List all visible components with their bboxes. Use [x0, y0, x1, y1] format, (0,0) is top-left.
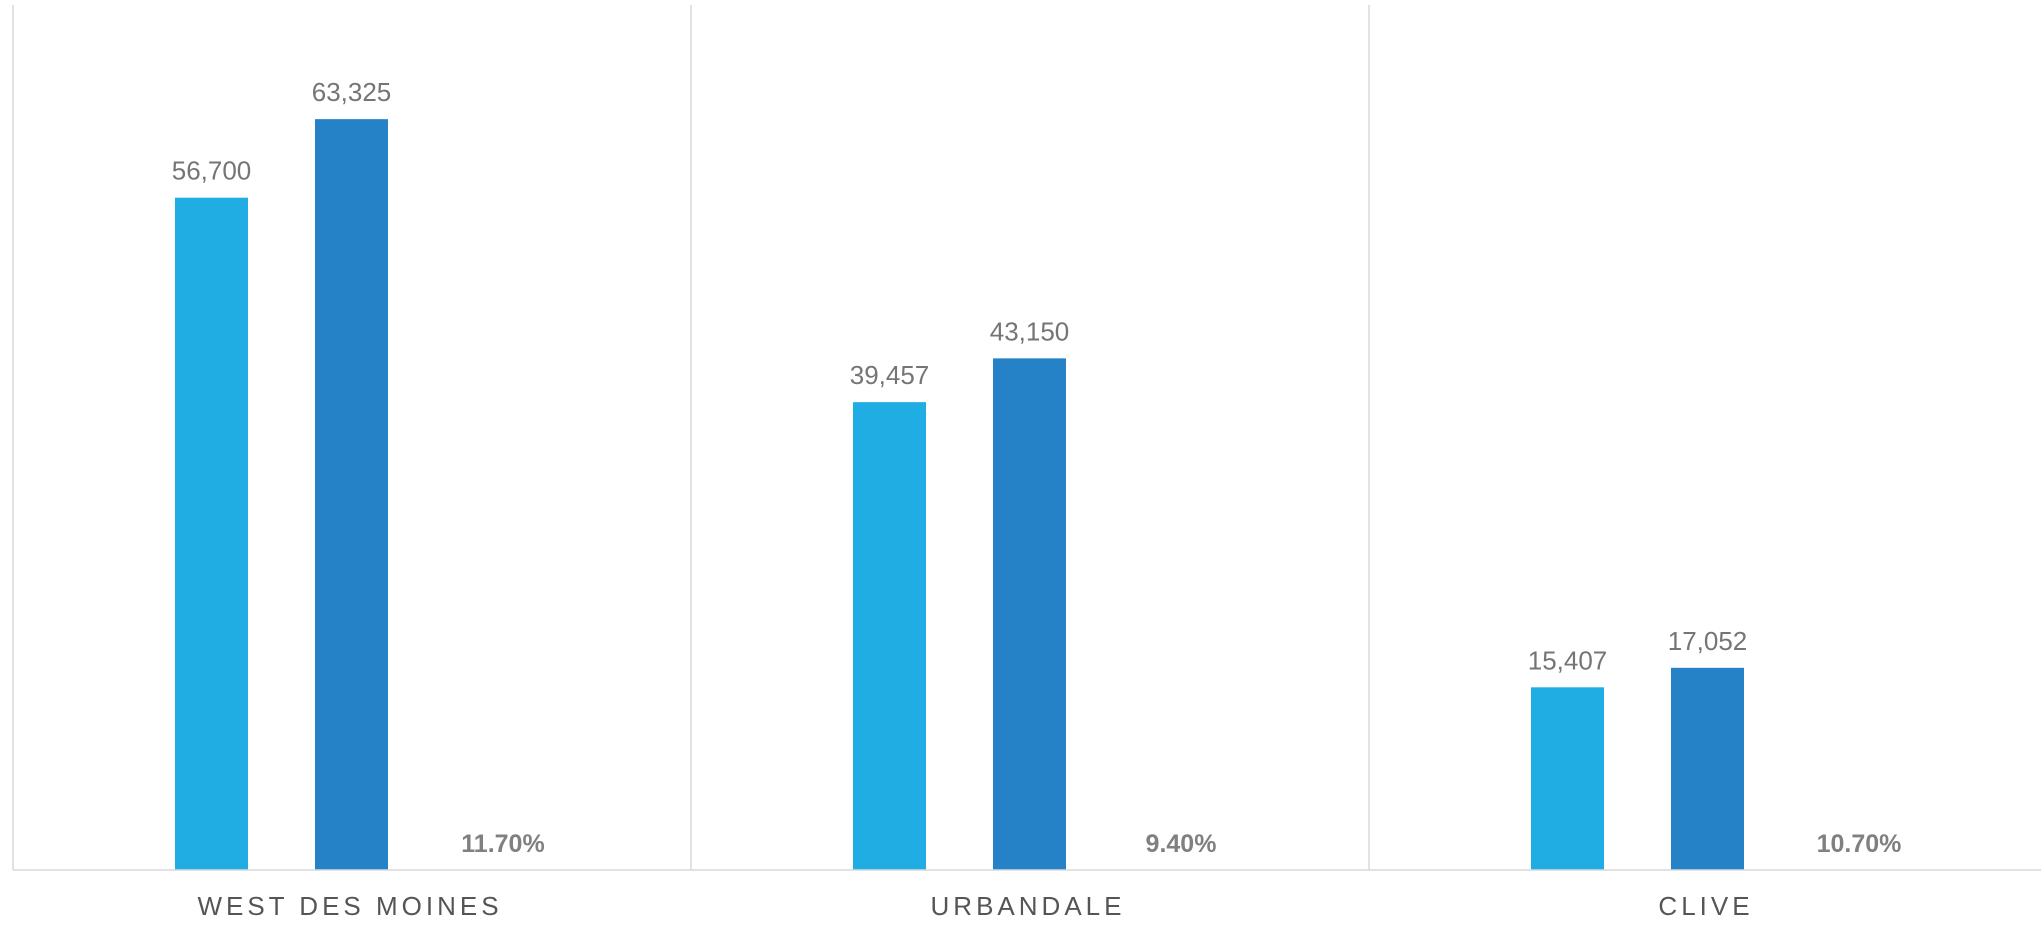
- bar-series2-1: [315, 119, 388, 871]
- data-label-series2-3: 17,052: [1668, 626, 1748, 656]
- data-label-series1-2: 39,457: [850, 360, 930, 390]
- data-label-series2-2: 43,150: [990, 316, 1070, 346]
- percent-change-label-3: 10.70%: [1817, 830, 1902, 858]
- percent-change-label-1: 11.70%: [461, 830, 544, 858]
- data-label-series1-1: 56,700: [172, 156, 252, 186]
- bar-series1-1: [175, 197, 248, 870]
- category-separators: [12, 5, 1370, 870]
- bar-series1-3: [1531, 687, 1604, 870]
- bar-series2-2: [993, 358, 1066, 870]
- percent-change-label-2: 9.40%: [1146, 830, 1217, 858]
- value-labels-group: 56,700 63,325 39,457 43,150 15,407 17,052: [172, 77, 1748, 675]
- category-labels-group: WEST DES MOINES URBANDALE CLIVE: [197, 891, 1753, 921]
- category-label-2: URBANDALE: [931, 891, 1126, 921]
- category-label-3: CLIVE: [1658, 891, 1753, 921]
- data-label-series1-3: 15,407: [1528, 645, 1608, 675]
- bars-group: [175, 119, 1744, 871]
- percent-labels-group: 11.70% 9.40% 10.70%: [461, 830, 1901, 858]
- category-label-1: WEST DES MOINES: [197, 891, 502, 921]
- bar-series1-2: [853, 402, 926, 870]
- bar-series2-3: [1671, 667, 1744, 870]
- data-label-series2-1: 63,325: [312, 77, 392, 107]
